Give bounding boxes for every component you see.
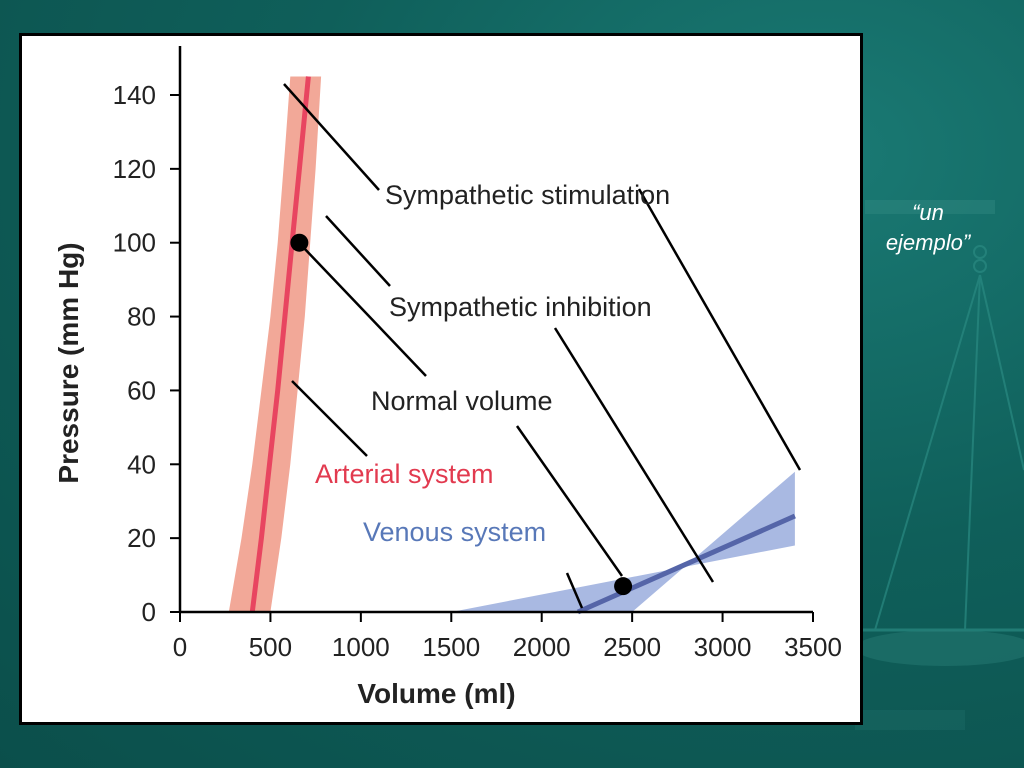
leader-inhibition-venous xyxy=(553,327,715,583)
y-tick-label: 100 xyxy=(113,228,156,258)
x-tick-label: 3000 xyxy=(694,632,752,662)
leader-arterial-system xyxy=(291,380,368,457)
y-tick-label: 140 xyxy=(113,80,156,110)
label-venous-system: Venous system xyxy=(363,517,546,547)
x-axis-label: Volume (ml) xyxy=(357,678,515,709)
x-tick-label: 0 xyxy=(173,632,187,662)
y-tick-label: 20 xyxy=(127,523,156,553)
y-tick-label: 40 xyxy=(127,449,156,479)
arterial-band xyxy=(228,76,322,612)
label-sympathetic-stimulation: Sympathetic stimulation xyxy=(385,180,670,210)
pressure-volume-chart: 0 500 1000 1500 2000 2500 3000 3500 0 20 40 60 80 100… xyxy=(53,46,842,709)
leader-venous-system xyxy=(565,572,584,609)
normal-volume-marker-1 xyxy=(614,577,633,596)
chart-frame: 0 500 1000 1500 2000 2500 3000 3500 0 20 40 60 80 100… xyxy=(19,33,863,725)
x-tick-label: 3500 xyxy=(784,632,842,662)
x-tick-label: 1500 xyxy=(422,632,480,662)
leader-normal-venous xyxy=(515,425,624,577)
leader-normal-arterial xyxy=(301,245,427,377)
label-sympathetic-inhibition: Sympathetic inhibition xyxy=(389,292,652,322)
caption-line-1: “un xyxy=(912,200,944,225)
arterial-line xyxy=(249,76,311,613)
y-tick-label: 0 xyxy=(142,597,156,627)
balance-scale-decoration xyxy=(855,200,1024,730)
y-axis-label: Pressure (mm Hg) xyxy=(53,242,84,483)
x-tick-label: 500 xyxy=(249,632,292,662)
normal-volume-marker-0 xyxy=(290,233,309,252)
y-tick-label: 60 xyxy=(127,375,156,405)
x-tick-label: 1000 xyxy=(332,632,390,662)
y-tick-label: 80 xyxy=(127,302,156,332)
example-caption: “un ejemplo” xyxy=(868,198,988,258)
y-tick-label: 120 xyxy=(113,154,156,184)
leader-inhibition-arterial xyxy=(325,215,391,287)
caption-line-2: ejemplo” xyxy=(885,230,971,255)
leader-stimulation-venous xyxy=(637,188,802,471)
label-arterial-system: Arterial system xyxy=(315,459,494,489)
venous-line xyxy=(576,513,796,615)
leader-stimulation-arterial xyxy=(283,83,380,191)
x-tick-label: 2000 xyxy=(513,632,571,662)
label-normal-volume: Normal volume xyxy=(371,386,553,416)
x-tick-label: 2500 xyxy=(603,632,661,662)
